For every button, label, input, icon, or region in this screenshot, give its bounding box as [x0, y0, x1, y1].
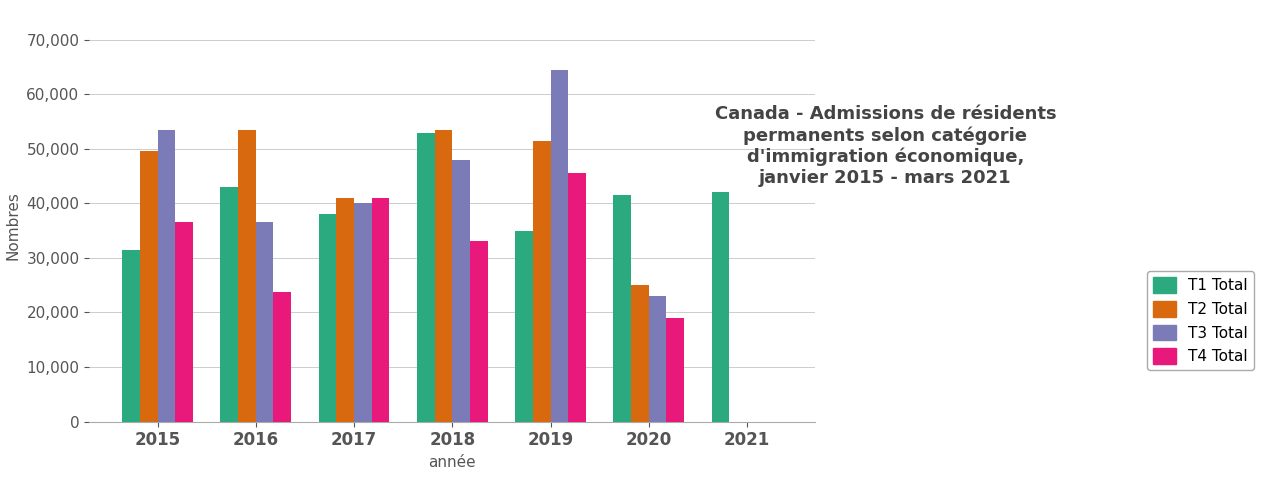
Bar [470, 241, 488, 422]
Bar [666, 318, 684, 422]
Bar [452, 160, 470, 422]
Bar [417, 134, 434, 422]
Bar [176, 222, 192, 422]
Bar [256, 222, 274, 422]
Bar [158, 130, 176, 422]
Bar [631, 285, 648, 422]
Bar [336, 198, 354, 422]
Bar [318, 214, 336, 422]
Bar [533, 140, 550, 422]
Text: Canada - Admissions de résidents
permanents selon catégorie
d'immigration économ: Canada - Admissions de résidents permane… [715, 105, 1056, 187]
Bar [515, 230, 533, 422]
Bar [434, 130, 452, 422]
Legend: T1 Total, T2 Total, T3 Total, T4 Total: T1 Total, T2 Total, T3 Total, T4 Total [1147, 272, 1254, 370]
Bar [354, 203, 372, 422]
X-axis label: année: année [428, 455, 476, 470]
Bar [712, 193, 729, 422]
Bar [372, 198, 390, 422]
Bar [568, 173, 586, 422]
Bar [648, 296, 666, 422]
Bar [220, 187, 238, 422]
Bar [274, 292, 292, 422]
Bar [140, 151, 158, 422]
Bar [613, 195, 631, 422]
Bar [550, 69, 568, 422]
Bar [238, 130, 256, 422]
Bar [122, 250, 140, 422]
Y-axis label: Nombres: Nombres [6, 191, 20, 260]
